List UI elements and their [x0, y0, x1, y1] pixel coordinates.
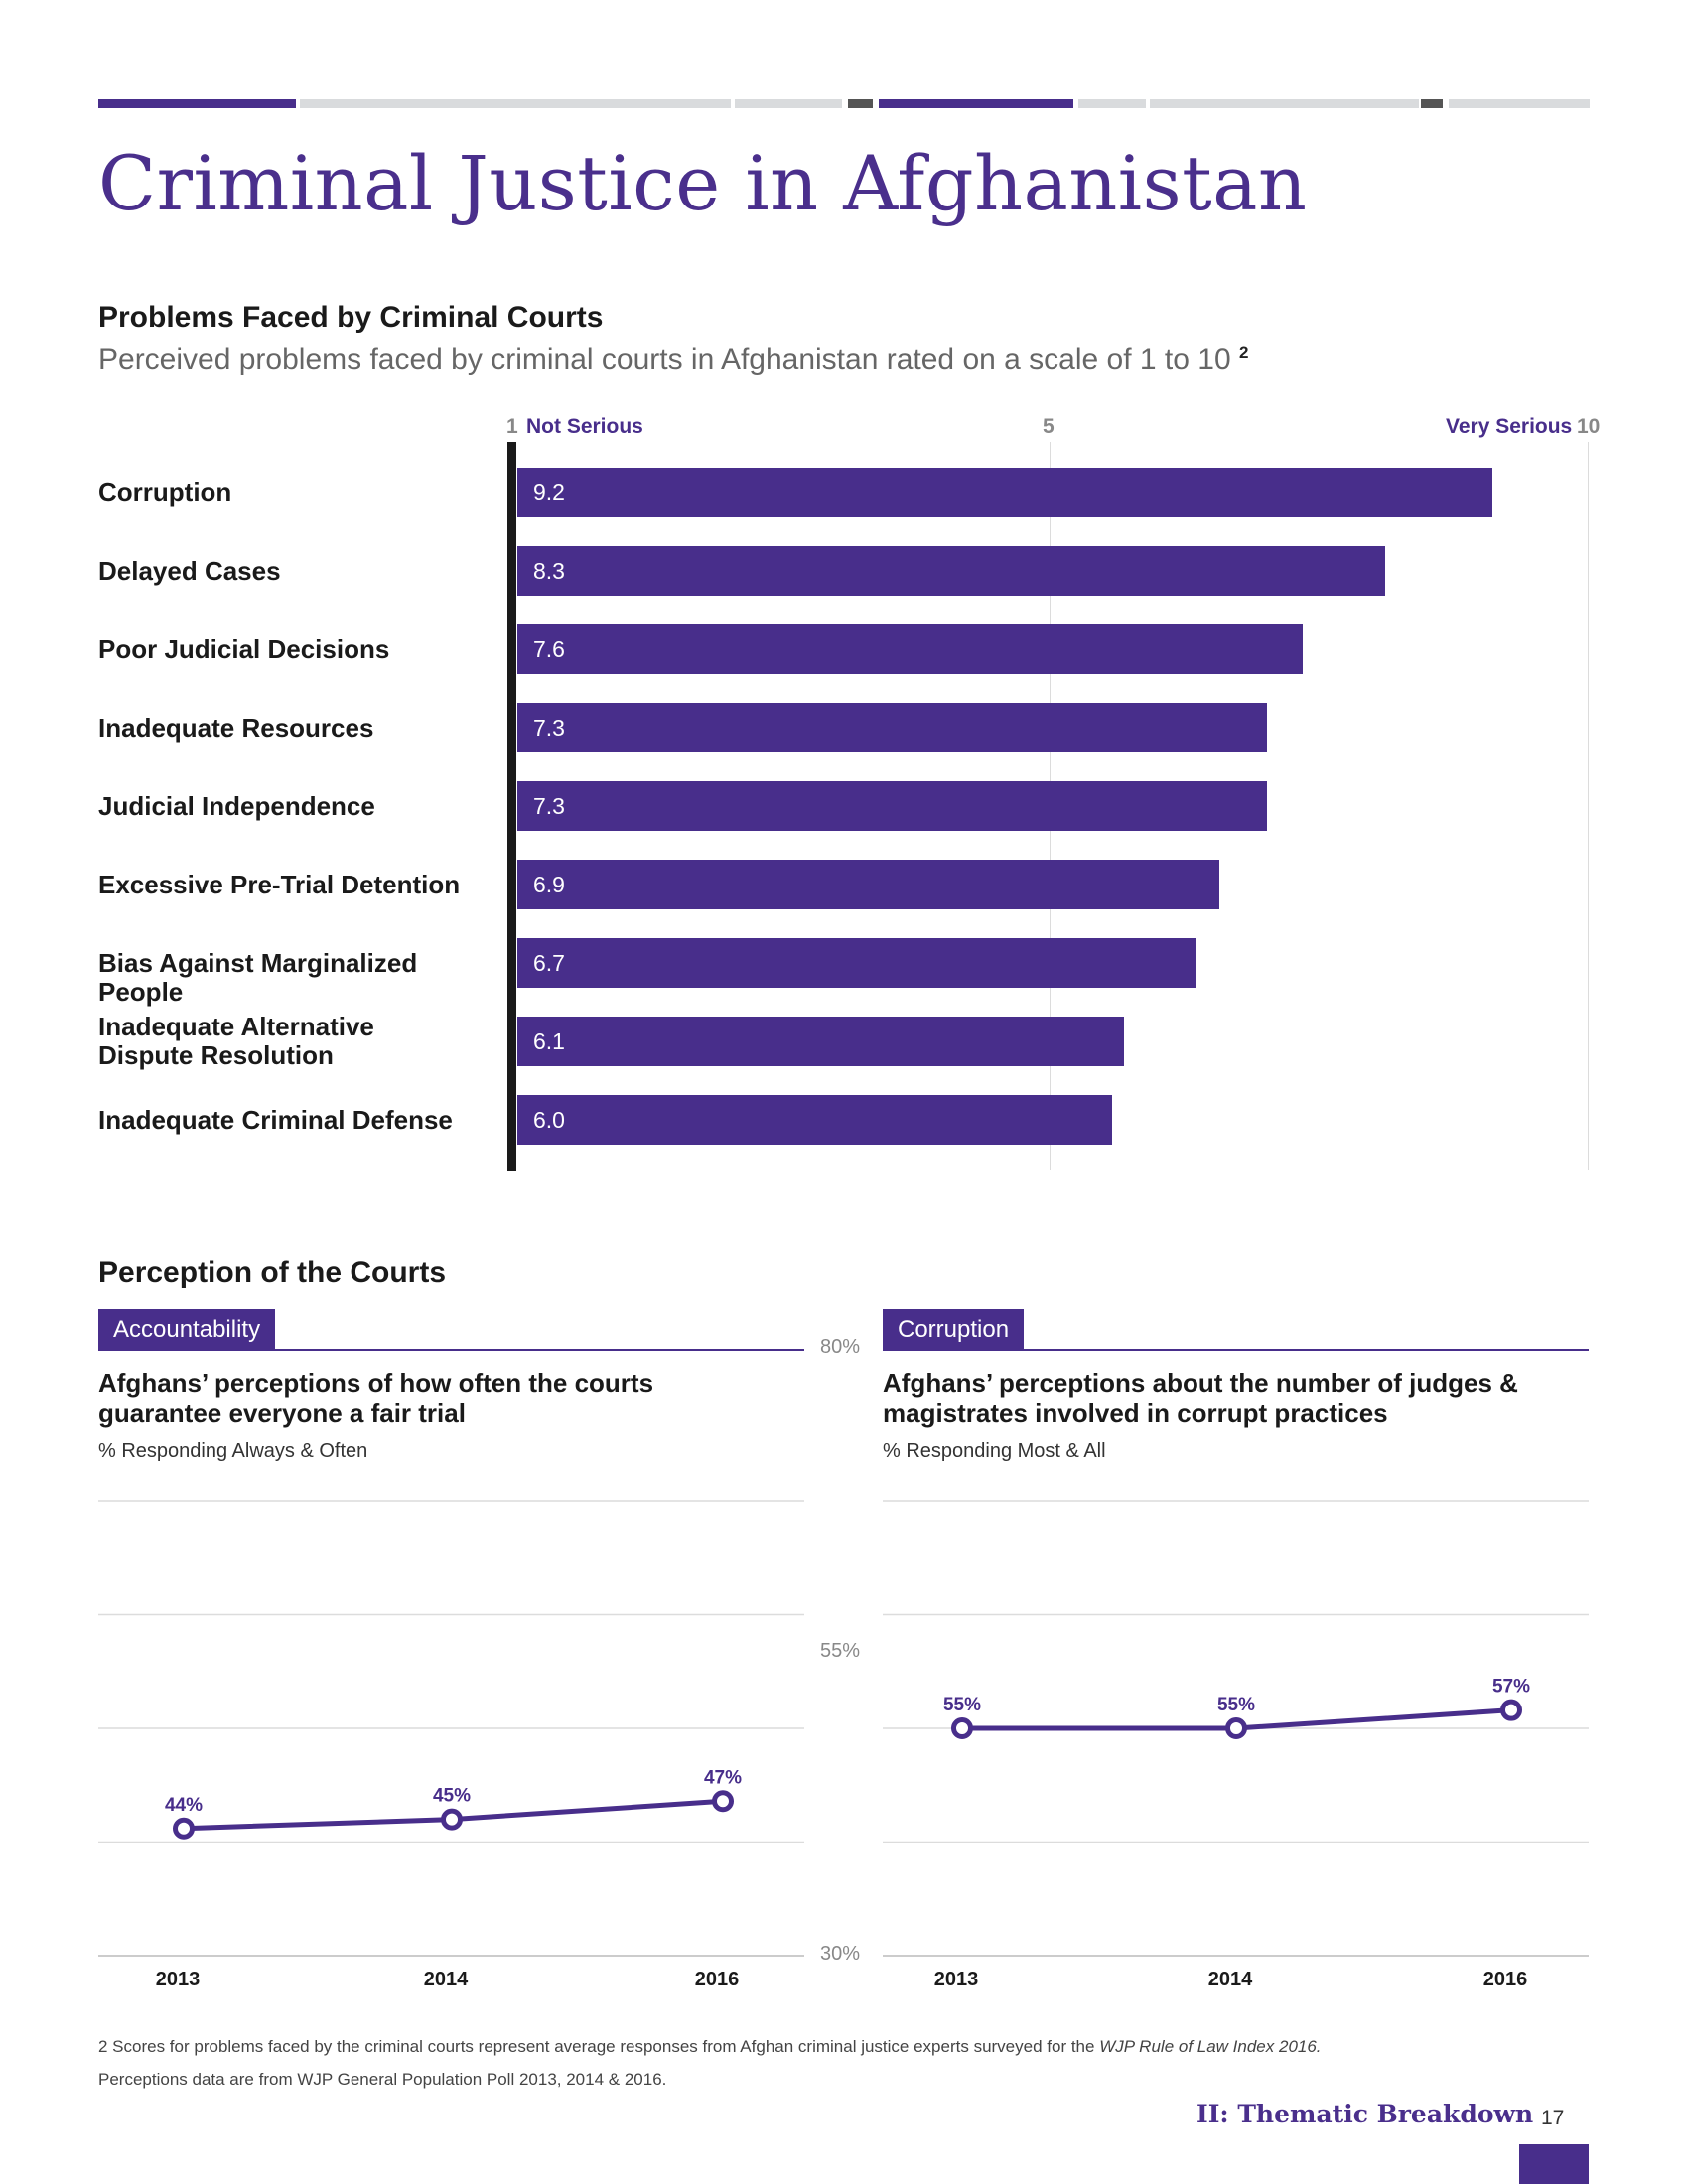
axis-label-30: 30% [820, 1943, 861, 1965]
bar [517, 938, 1196, 988]
bar-category-label: Inadequate Criminal Defense [98, 1104, 453, 1135]
top-decor-bar-8 [1421, 99, 1443, 108]
bar-category-label: Poor Judicial Decisions [98, 633, 390, 664]
scale-max-text: Very Serious [1446, 415, 1573, 438]
bar-category-label: Delayed Cases [98, 555, 281, 586]
gridline-10 [1588, 442, 1589, 1170]
bar-category-label: Bias Against Marginalized People [98, 947, 418, 1007]
footnote-1-text: 2 Scores for problems faced by the crimi… [98, 2037, 1095, 2056]
accountability-point [441, 1808, 463, 1831]
corruption-point [1225, 1717, 1247, 1739]
bar [517, 546, 1386, 596]
page-corner-block [1519, 2144, 1589, 2184]
corruption-point-label: 55% [943, 1695, 981, 1715]
top-decor-bar-2 [300, 99, 731, 108]
footnote-1: 2 Scores for problems faced by the crimi… [98, 2037, 1322, 2057]
corruption-point [1500, 1699, 1522, 1721]
accountability-panel-subtitle: % Responding Always & Often [98, 1440, 368, 1462]
accountability-point [173, 1817, 195, 1840]
corruption-x-tick-label: 2016 [1483, 1969, 1528, 1990]
axis-label-55: 55% [820, 1640, 861, 1662]
bar-value-label: 6.0 [533, 1107, 565, 1133]
bar-value-label: 8.3 [533, 558, 565, 584]
bar [517, 1017, 1124, 1066]
accountability-tag: Accountability [98, 1309, 276, 1350]
corruption-point-label: 57% [1492, 1677, 1530, 1698]
scale-mid-label: 5 [1043, 415, 1055, 438]
corruption-panel-subtitle: % Responding Most & All [883, 1440, 1106, 1462]
accountability-point-label: 44% [165, 1795, 203, 1816]
accountability-point [712, 1790, 734, 1813]
corruption-point [951, 1717, 973, 1739]
axis-label-80: 80% [820, 1336, 861, 1358]
bar-value-label: 7.6 [533, 636, 565, 662]
top-decor-bar-7 [1150, 99, 1419, 108]
accountability-x-tick-label: 2014 [424, 1969, 469, 1990]
corruption-panel-title: Afghans’ perceptions about the number of… [883, 1368, 1518, 1428]
footnote-2: Perceptions data are from WJP General Po… [98, 2070, 667, 2089]
accountability-x-tick-label: 2013 [156, 1969, 201, 1990]
bar-category-label: Corruption [98, 477, 232, 507]
footnote-1-italic: WJP Rule of Law Index 2016. [1099, 2037, 1322, 2056]
bar-category-label: Inadequate Alternative Dispute Resolution [98, 1012, 374, 1070]
bar-value-label: 6.1 [533, 1028, 565, 1054]
accountability-tag-rule [98, 1349, 804, 1351]
bar-value-label: 9.2 [533, 479, 565, 505]
bar-value-label: 7.3 [533, 793, 565, 819]
top-decor-bar-5 [879, 99, 1073, 108]
bar-chart-title: Problems Faced by Criminal Courts [98, 301, 604, 334]
scale-min-label: 1 [506, 415, 518, 438]
accountability-panel-title: Afghans’ perceptions of how often the co… [98, 1368, 654, 1428]
bar-category-label: Inadequate Resources [98, 712, 374, 743]
top-decor-bar-6 [1078, 99, 1146, 108]
bar [517, 624, 1303, 674]
bar-axis [507, 442, 516, 1171]
accountability-series-line [183, 1798, 724, 1832]
footnote-ref: 2 [1238, 343, 1249, 362]
bar-value-label: 7.3 [533, 715, 565, 741]
corruption-series-line [962, 1707, 1512, 1731]
scale-max-label: 10 [1577, 415, 1601, 438]
top-decor-bar-1 [98, 99, 296, 108]
footer-section-title: II: Thematic Breakdown [1196, 2100, 1534, 2128]
bar [517, 468, 1493, 517]
top-decor-bar-3 [735, 99, 842, 108]
accountability-x-tick-label: 2016 [695, 1969, 740, 1990]
corruption-point-label: 55% [1217, 1695, 1255, 1715]
page-title: Criminal Justice in Afghanistan [98, 139, 1308, 227]
top-decor-bar-4 [848, 99, 873, 108]
bar [517, 703, 1267, 752]
bar-chart-subtitle: Perceived problems faced by criminal cou… [98, 343, 1248, 377]
bar-value-label: 6.9 [533, 872, 565, 897]
scale-min-text: Not Serious [526, 415, 643, 438]
perception-title: Perception of the Courts [98, 1256, 447, 1289]
corruption-x-tick-label: 2014 [1208, 1969, 1253, 1990]
bar-category-label: Judicial Independence [98, 790, 375, 821]
bar [517, 1095, 1112, 1145]
corruption-tag: Corruption [883, 1309, 1025, 1350]
corruption-x-tick-label: 2013 [934, 1969, 979, 1990]
accountability-point-label: 45% [433, 1786, 471, 1807]
accountability-point-label: 47% [704, 1767, 742, 1788]
bar-value-label: 6.7 [533, 950, 565, 976]
bar [517, 781, 1267, 831]
corruption-tag-rule [883, 1349, 1589, 1351]
top-decor-bar-9 [1449, 99, 1590, 108]
page-number: 17 [1541, 2107, 1565, 2129]
bar-chart-subtitle-text: Perceived problems faced by criminal cou… [98, 343, 1231, 376]
bar [517, 860, 1219, 909]
bar-category-label: Excessive Pre-Trial Detention [98, 869, 461, 899]
